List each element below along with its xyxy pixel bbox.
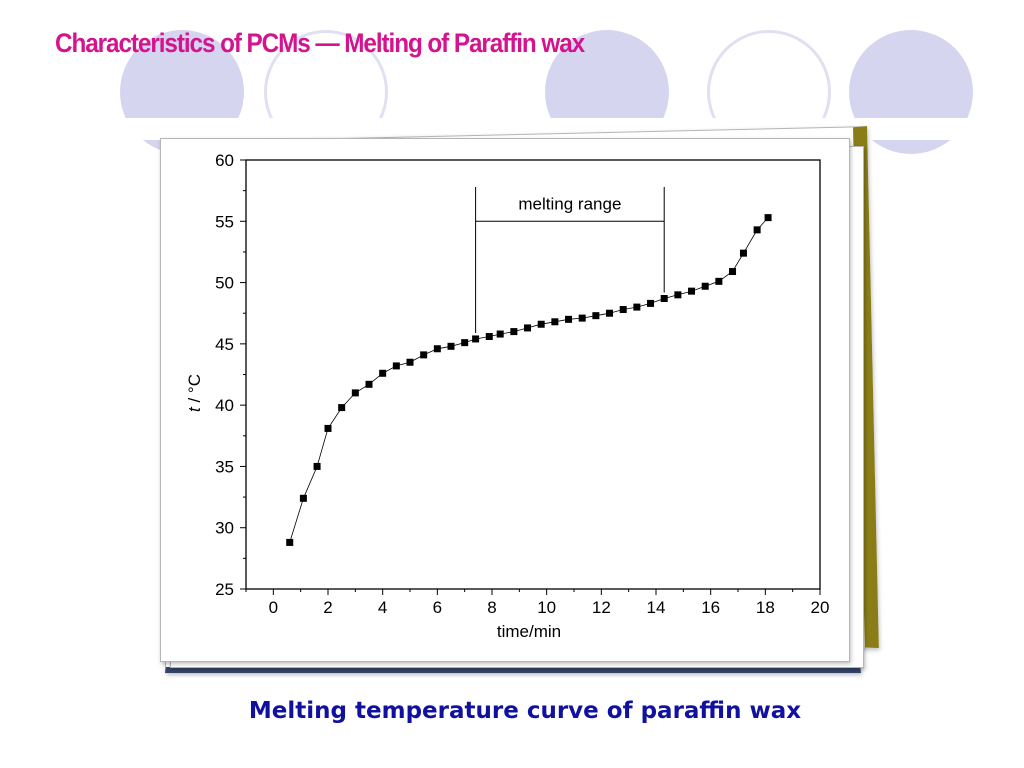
y-tick-label-25: 25 [215,580,234,599]
x-tick-label-2: 2 [323,598,332,617]
data-point [338,404,346,412]
data-point [420,351,428,359]
data-point [365,380,373,388]
data-point [447,342,455,350]
y-axis-label-symbol: t [185,406,204,412]
figure-caption: Melting temperature curve of paraffin wa… [248,698,802,724]
melting-curve-chart: 0 2 4 6 8 10 12 14 16 18 20 25 30 35 40 45 50 55 60 meltin… [185,151,829,641]
data-point [701,282,709,290]
y-axis-label: t / °C [185,374,204,412]
axes [245,159,821,590]
x-axis-label: time/min [497,622,561,641]
data-point [729,268,737,276]
y-tick-label-45: 45 [215,335,234,354]
frame-front [160,138,850,662]
data-point [753,226,761,234]
data-point [739,249,747,257]
data-point [286,538,294,546]
data-point [660,295,668,303]
y-tick-label-40: 40 [215,396,234,415]
x-tick-label-12: 12 [592,598,611,617]
plot-frame [245,159,821,590]
slide-title: Characteristics of PCMs — Melting of Par… [55,28,585,58]
data-point [674,291,682,299]
x-tick-label-20: 20 [811,598,830,617]
y-tick-label-35: 35 [215,457,234,476]
x-tick-label-0: 0 [269,598,278,617]
y-tick-label-60: 60 [215,151,234,170]
y-tick-label-50: 50 [215,274,234,293]
x-tick-label-8: 8 [487,598,496,617]
data-point [406,358,414,366]
data-point [633,303,641,311]
data-point [392,362,400,370]
data-point [299,494,307,502]
data-point [551,318,559,326]
x-tick-label-6: 6 [433,598,442,617]
data-point [688,287,696,295]
data-point [764,214,772,222]
data-point [524,324,532,332]
data-point [592,312,600,320]
data-point [351,389,359,397]
data-point [578,314,586,322]
data-point [313,462,321,470]
y-tick-label-55: 55 [215,212,234,231]
data-point [324,424,332,432]
data-point [647,299,655,307]
x-tick-label-10: 10 [537,598,556,617]
melting-range-annotation: melting range [475,186,665,333]
data-point [433,345,441,353]
data-point [485,333,493,341]
data-point [715,277,723,285]
data-point [496,330,504,338]
x-tick-label-18: 18 [756,598,775,617]
data-point [619,306,627,314]
series-line [289,217,769,543]
x-tick-label-4: 4 [378,598,387,617]
data-point [537,320,545,328]
data-point [379,369,387,377]
x-tick-label-16: 16 [701,598,720,617]
data-point [606,309,614,317]
melting-range-label: melting range [518,194,621,213]
y-axis-label-unit: / °C [185,374,204,407]
series-melting-curve [286,214,772,546]
data-point [510,328,518,336]
y-tick-label-30: 30 [215,519,234,538]
ticks: 0 2 4 6 8 10 12 14 16 18 20 25 30 35 40 45 50 55 60 [215,151,829,617]
x-tick-label-14: 14 [647,598,666,617]
data-point [565,315,573,323]
data-point [472,335,480,343]
data-point [461,339,469,347]
